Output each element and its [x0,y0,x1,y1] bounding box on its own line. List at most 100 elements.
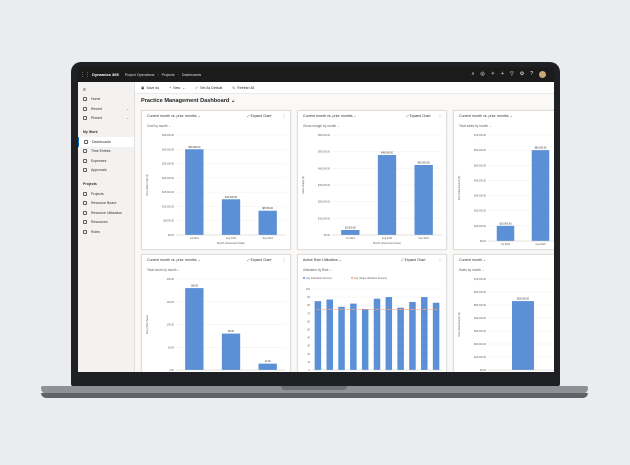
app-name[interactable]: Dynamics 365 [92,72,119,77]
dashboard-title[interactable]: Practice Management Dashboard ⌄ [141,98,236,104]
chart-bar [361,309,369,370]
chart-plot: $0.00 $5,000.00 $10,000.00 $15,000.00 $20,00… [146,134,286,245]
search-icon[interactable]: ⌕ [471,71,475,77]
more-options-icon[interactable]: ⋮ [438,257,442,262]
more-options-icon[interactable]: ⋮ [438,113,442,118]
y-tick-label: 70 [307,312,310,315]
y-tick-label: $0.00 [324,234,331,237]
set-default-button[interactable]: ✓ Set As Default [195,86,222,90]
save-as-button[interactable]: ▣ Save As [141,86,159,90]
dashboard-title-text: Practice Management Dashboard [141,98,230,104]
chart-bar [221,199,241,235]
chart-plot: $0.00 $10,000.00 $20,000.00 $30,000.00 $40,0… [458,134,554,246]
sidebar-item-home[interactable]: Home [78,95,134,105]
new-button[interactable]: + New ⌄ [169,86,185,90]
y-axis-label: Sum (Total Amount) ($) [458,312,461,337]
y-tick-label: $10,000.00 [318,217,331,220]
y-tick-label: $35,000.00 [162,134,175,137]
expand-chart-button[interactable]: ⤢ Expand Chart [247,258,272,262]
chart-view-selector[interactable]: Current month ⌄ [459,258,486,262]
receipt-icon [83,158,87,163]
sidebar-item-resource-board[interactable]: Resource Board [78,199,134,209]
chart-plot: 0.00 50.00 100.00 150.00 200.00 Sum (Total Ho… [146,278,286,372]
y-tick-label: $10,000.00 [474,225,487,228]
chart-card: Current month vs. prior months ⌄ Total sa… [453,110,554,250]
filter-icon[interactable]: ▽ [509,71,514,77]
y-tick-label: 100 [306,288,311,291]
chart-view-selector[interactable]: Current month vs. prior months ⌄ [147,114,201,118]
y-tick-label: $15,000.00 [162,191,175,194]
role-icon [83,229,87,234]
sidebar-item-time-entries[interactable]: Time Entries [78,147,134,157]
project-icon [83,191,87,196]
sidebar-item-label: Expenses [91,158,107,163]
clock-icon [83,106,87,111]
target-point [376,308,378,311]
chart-subtitle: Cost by month ⌄ [147,124,172,128]
chevron-down-icon: ⌄ [230,98,236,104]
lightbulb-icon[interactable]: ✧ [490,71,495,77]
sidebar-item-recent[interactable]: Recent ⌄ [78,104,134,114]
sidebar-item-pinned[interactable]: Pinned ⌄ [78,114,134,124]
chart-subtitle: Total sales by month ⌄ [459,124,492,128]
y-tick-label: $0.00 [480,240,487,243]
chart-bar [185,149,204,235]
sidebar-item-projects[interactable]: Projects [78,189,134,199]
data-label: $3,000.00 [345,227,356,230]
refresh-all-button[interactable]: ↻ Refresh All [232,86,254,90]
y-tick-label: $30,000.00 [162,148,175,151]
avatar[interactable] [539,71,546,78]
y-tick-label: 50.00 [168,346,175,349]
help-icon[interactable]: ? [530,71,533,77]
sidebar-item-dashboards[interactable]: Dashboards [78,137,134,147]
sidebar-menu-toggle[interactable]: ≡ [78,85,134,95]
chart-view-selector[interactable]: Current month vs. prior months ⌄ [459,114,513,118]
chart-view-selector[interactable]: Current month vs. prior months ⌄ [147,258,201,262]
y-axis-label: Sum (Total Hours) [146,315,149,334]
chart-bar [531,150,550,241]
chart-card: Current month ⌄ Sales by month ⌄ $0.00 $10,… [453,254,554,372]
y-tick-label: $30,000.00 [474,330,487,333]
plus-icon[interactable]: + [500,71,504,77]
sidebar-item-expenses[interactable]: Expenses [78,156,134,166]
target-point [317,308,319,311]
chart-bar [397,307,404,370]
breadcrumb-separator: › [177,72,179,77]
gear-icon[interactable]: ⚙ [519,71,525,77]
chart-view-selector[interactable]: Current month vs. prior months ⌄ [303,114,357,118]
y-tick-label: 90 [307,296,310,299]
chart-view-selector[interactable]: Active Role Utilization ⌄ [303,258,342,262]
expand-chart-button[interactable]: ⤢ Expand Chart [247,114,272,118]
expand-chart-button[interactable]: ⤢ Expand Chart [406,114,431,118]
data-label: $48,000.00 [381,152,394,155]
target-point [435,308,437,311]
app-launcher-icon[interactable]: ⋮⋮ [80,71,90,78]
sidebar-item-resources[interactable]: Resources [78,218,134,228]
sidebar-item-label: Approvals [91,168,107,173]
y-tick-label: 60 [307,320,310,323]
area-name[interactable]: Project Operations [124,72,155,77]
y-axis-label: Sum (Total Amount) ($) [458,176,461,201]
chart-bar [373,298,381,370]
breadcrumb-root[interactable]: Projects [161,72,175,77]
target-icon[interactable]: ◎ [480,71,485,77]
people-icon [83,220,87,225]
sidebar-item-resource-utilization[interactable]: Resource Utilization [78,208,134,218]
set-default-label: Set As Default [200,85,223,90]
y-tick-label: $5,000.00 [163,220,174,223]
sidebar-item-roles[interactable]: Roles [78,227,134,237]
top-bar: ⋮⋮ Dynamics 365 Project Operations › Pro… [78,67,554,82]
more-options-icon[interactable]: ⋮ [282,113,286,118]
chart-bar [377,155,397,235]
y-tick-label: $50,000.00 [474,164,487,167]
chart-bar [512,301,534,370]
new-label: New [173,85,181,90]
sidebar-item-approvals[interactable]: Approvals [78,166,134,176]
expand-chart-button[interactable]: ⤢ Expand Chart [401,258,426,262]
sidebar-group-my-work: My Work [83,130,98,134]
chart-plot: $0.00 $10,000.00 $20,000.00 $30,000.00 $40,0… [458,278,554,372]
more-options-icon[interactable]: ⋮ [282,257,286,262]
y-tick-label: $70,000.00 [474,134,487,137]
chart-bar [258,363,277,370]
target-point [364,308,366,311]
